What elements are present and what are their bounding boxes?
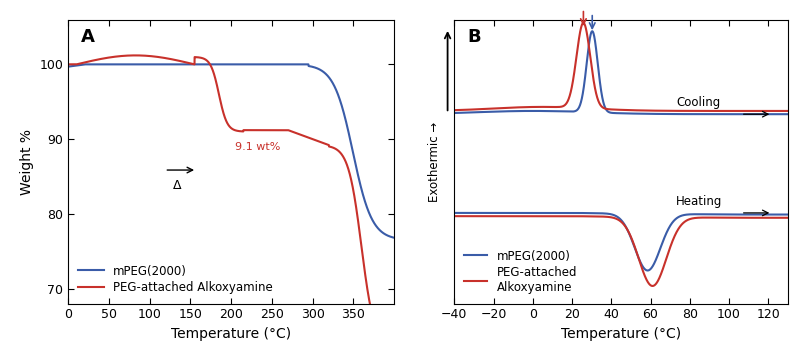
Text: A: A <box>81 28 95 46</box>
PEG-attached Alkoxyamine <box>389 343 398 348</box>
mPEG(2000) <box>120 62 129 66</box>
PEG-attached Alkoxyamine <box>63 62 73 66</box>
mPEG(2000) <box>63 65 73 69</box>
PEG-attached Alkoxyamine <box>131 53 141 58</box>
X-axis label: Temperature (°C): Temperature (°C) <box>171 327 291 341</box>
Line: PEG-attached Alkoxyamine: PEG-attached Alkoxyamine <box>68 55 393 345</box>
PEG-attached Alkoxyamine <box>188 62 198 66</box>
Y-axis label: Weight %: Weight % <box>20 129 34 195</box>
PEG-attached Alkoxyamine <box>120 54 129 58</box>
mPEG(2000) <box>100 62 110 66</box>
PEG-attached Alkoxyamine <box>348 185 357 189</box>
Text: Heating: Heating <box>675 195 722 208</box>
X-axis label: Temperature (°C): Temperature (°C) <box>560 327 680 341</box>
mPEG(2000) <box>389 236 398 240</box>
Legend: mPEG(2000), PEG-attached Alkoxyamine: mPEG(2000), PEG-attached Alkoxyamine <box>74 261 276 297</box>
PEG-attached Alkoxyamine <box>202 59 212 63</box>
mPEG(2000) <box>188 62 198 66</box>
mPEG(2000) <box>348 148 357 153</box>
PEG-attached Alkoxyamine <box>382 341 392 345</box>
mPEG(2000) <box>79 62 89 66</box>
PEG-attached Alkoxyamine <box>100 56 110 60</box>
Text: B: B <box>467 28 481 46</box>
Text: Exothermic →: Exothermic → <box>427 121 440 202</box>
Text: 9.1 wt%: 9.1 wt% <box>235 142 280 152</box>
Line: mPEG(2000): mPEG(2000) <box>68 64 393 238</box>
Text: Cooling: Cooling <box>675 96 719 109</box>
Legend: mPEG(2000), PEG-attached
Alkoxyamine: mPEG(2000), PEG-attached Alkoxyamine <box>459 246 580 297</box>
Text: Δ: Δ <box>173 179 181 192</box>
mPEG(2000) <box>382 234 392 238</box>
mPEG(2000) <box>202 62 212 66</box>
